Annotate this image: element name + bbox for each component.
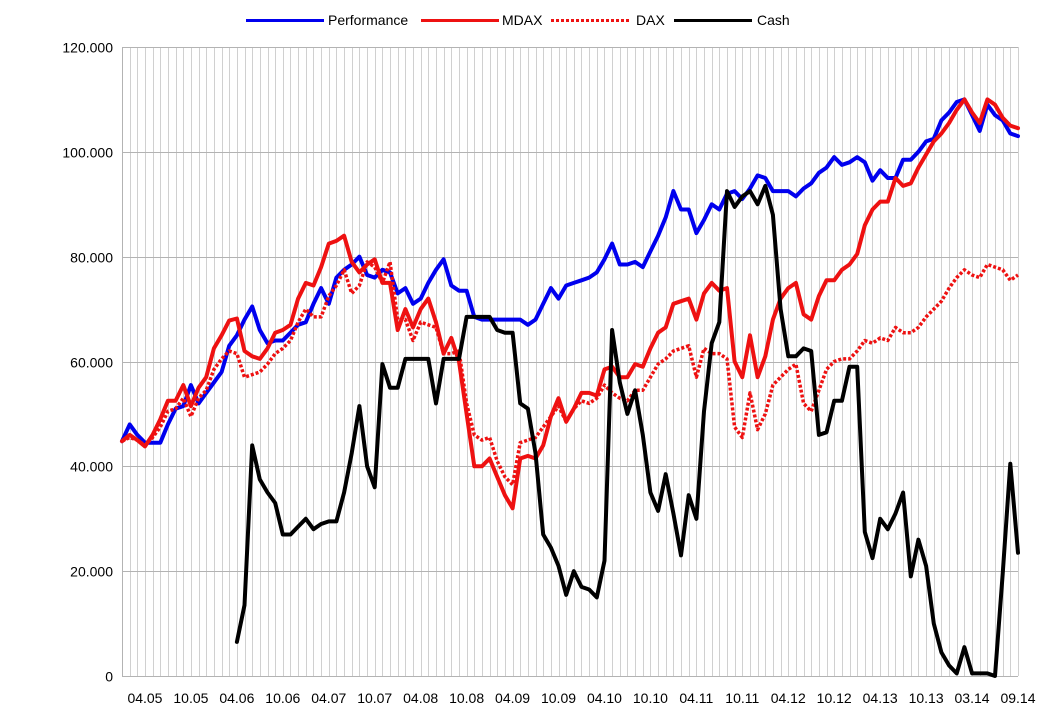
x-tick-label: 04.08: [403, 690, 438, 706]
legend-label: MDAX: [502, 12, 543, 28]
y-axis-tick-labels: 0 20.000 40.000 60.000 80.000 100.000 120.000: [62, 40, 113, 685]
y-tick-label: 20.000: [70, 564, 113, 580]
y-tick-label: 40.000: [70, 459, 113, 475]
y-tick-label: 0: [105, 669, 113, 685]
x-tick-label: 03.14: [955, 690, 990, 706]
x-tick-label: 10.13: [909, 690, 944, 706]
series-line-dax: [121, 260, 1019, 487]
legend: Performance MDAX DAX Cash: [246, 12, 790, 28]
x-tick-label: 04.10: [587, 690, 622, 706]
x-tick-label: 04.12: [771, 690, 806, 706]
x-tick-label: 10.12: [817, 690, 852, 706]
axes: [122, 47, 1018, 677]
x-tick-label: 10.11: [725, 690, 759, 706]
x-axis-tick-labels: 04.05 10.05 04.06 10.06 04.07 10.07 04.08 10.08…: [127, 690, 1035, 706]
y-tick-label: 100.000: [62, 145, 113, 161]
x-tick-label: 10.08: [449, 690, 484, 706]
x-tick-label: 04.13: [863, 690, 898, 706]
series-lines: [120, 97, 1020, 678]
x-tick-label: 10.09: [541, 690, 576, 706]
x-tick-label: 04.09: [495, 690, 530, 706]
x-tick-label: 10.06: [265, 690, 300, 706]
x-tick-label: 04.11: [679, 690, 713, 706]
x-tick-label: 09.14: [1000, 690, 1035, 706]
legend-label: Cash: [757, 12, 790, 28]
x-tick-label: 10.07: [357, 690, 392, 706]
x-tick-label: 10.10: [633, 690, 668, 706]
x-tick-label: 10.05: [173, 690, 208, 706]
y-tick-label: 80.000: [70, 250, 113, 266]
x-tick-label: 04.07: [311, 690, 346, 706]
y-tick-label: 60.000: [70, 355, 113, 371]
x-tick-label: 04.05: [127, 690, 162, 706]
series-line-cash: [234, 183, 1020, 678]
legend-label: Performance: [328, 12, 408, 28]
legend-label: DAX: [636, 12, 665, 28]
x-tick-label: 04.06: [219, 690, 254, 706]
y-tick-label: 120.000: [62, 40, 113, 56]
